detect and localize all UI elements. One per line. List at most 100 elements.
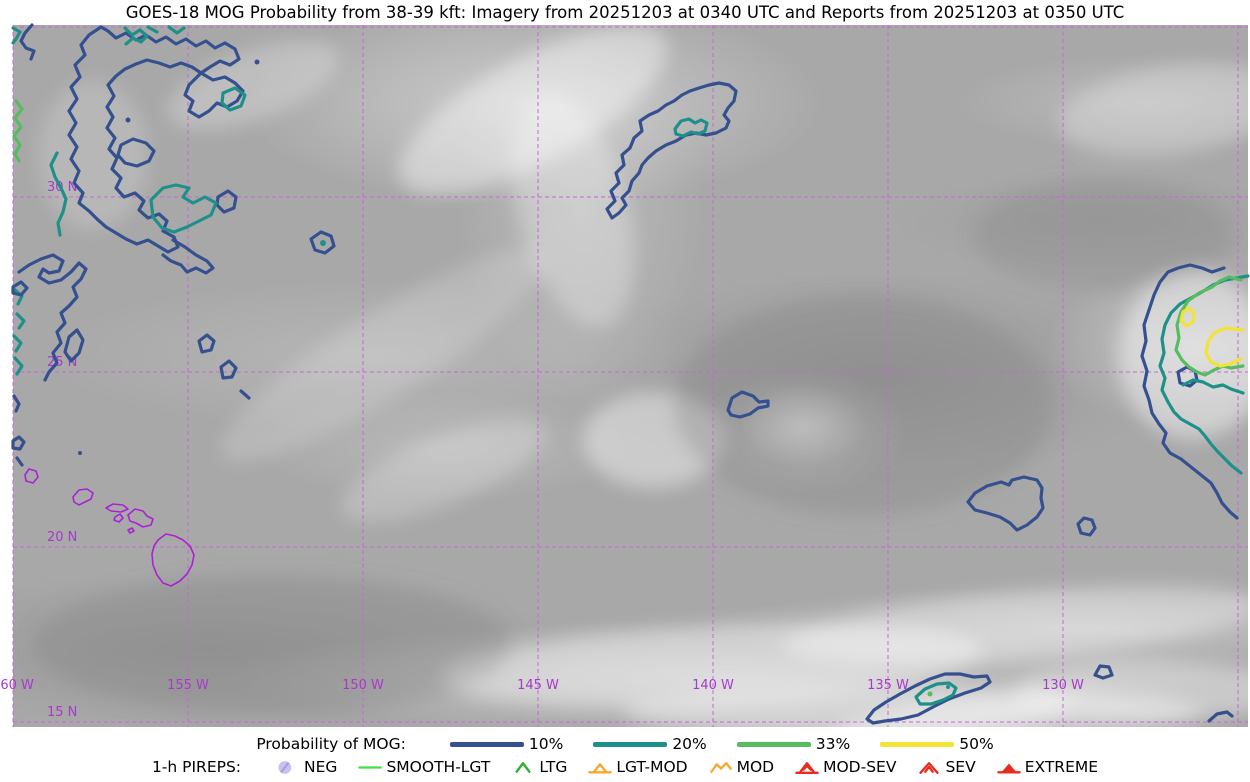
contour-20pct-tl-teal-x1 (123, 26, 149, 46)
contour-20pct-tl-teal-ring (149, 183, 218, 234)
island-kauai (24, 468, 39, 484)
contour-10pct-tl-inner-ring (116, 137, 156, 168)
contour-20pct-edge-teal-d1 (13, 288, 24, 306)
pireps-label: EXTREME (1024, 758, 1099, 776)
pireps-label: SMOOTH-LGT (386, 758, 491, 776)
contour-dot-10pct (254, 59, 260, 65)
contour-10pct-top-mid-blue (605, 81, 738, 220)
probability-contours (11, 23, 1250, 725)
contour-10pct-chain-1 (197, 333, 216, 354)
contour-10pct-tl-small-ring (215, 189, 238, 214)
wavy-caret-icon (709, 761, 732, 773)
longitude-label: 150 W (342, 678, 384, 693)
contour-10pct-tl-cluster-outer (67, 25, 241, 254)
pireps-legend-label: 1-h PIREPS: (151, 758, 242, 776)
pireps-label: NEG (304, 758, 338, 776)
legend-line-swatch (736, 741, 811, 747)
latitude-label: 15 N (47, 705, 77, 720)
pireps-legend: 1-h PIREPS: NEG SMOOTH-LGT LTG LGT-MOD MOD MO… (0, 756, 1250, 778)
contour-10pct-ml-edge-piece (11, 280, 29, 297)
contour-10pct-mid-blue-ring (309, 230, 336, 255)
contour-20pct-top-mid-teal (673, 117, 709, 138)
contour-10pct-ml-dash2 (15, 456, 24, 467)
contour-20pct-edge-teal-d3 (12, 334, 23, 353)
pireps-label: MOD (736, 758, 775, 776)
contour-33pct-edge-green-zigzag (12, 99, 24, 163)
contour-10pct-lr-blob (1076, 516, 1097, 537)
contour-10pct-bottom-tri (1093, 664, 1114, 680)
longitude-label: 155 W (167, 678, 209, 693)
probability-legend: Probability of MOG: 10% 20% 33% 50% (0, 733, 1250, 755)
latitude-label: 20 N (47, 530, 77, 545)
island-maui (127, 508, 154, 528)
pireps-item-LTG: LTG (510, 758, 567, 776)
longitude-label: 130 W (1042, 678, 1084, 693)
pireps-label: SEV (945, 758, 976, 776)
contour-50pct-storm-yellow-big (1204, 326, 1245, 368)
contour-20pct-edge-teal-d2 (15, 312, 26, 330)
contour-10pct-tl-right-lobe (183, 71, 245, 119)
longitude-label: 135 W (867, 678, 909, 693)
contour-10pct-tl-curl (19, 23, 36, 61)
triangle-line-icon (588, 762, 613, 773)
legend-level-label: 20% (672, 735, 707, 753)
contour-10pct-chain-3 (239, 389, 251, 400)
contour-33pct-storm-green-top (1210, 275, 1243, 289)
island-kahoolawe (127, 527, 135, 534)
contour-10pct-storm-blue (1140, 263, 1239, 520)
contour-dot-10pct (125, 117, 131, 123)
contour-20pct-edge-teal-curve (49, 151, 68, 237)
contour-10pct-mid-duck (726, 390, 770, 419)
contour-20pct-edge-teal-d4 (13, 356, 24, 376)
contour-10pct-chain-2 (219, 359, 238, 380)
pireps-item-MOD-SEV: MOD-SEV (794, 758, 896, 776)
contour-10pct-ml-blue-snake (17, 253, 88, 382)
pireps-label: LGT-MOD (616, 758, 688, 776)
cloud-wisps (33, 25, 1250, 746)
legend-level-label: 50% (959, 735, 994, 753)
longitude-label: 140 W (692, 678, 734, 693)
contour-dot-20pct (320, 240, 326, 246)
legend-level-label: 33% (815, 735, 851, 753)
contour-10pct-bottom-elong (865, 672, 992, 725)
contour-10pct-ml-dash (12, 394, 21, 413)
triangle-caret-line-icon (795, 761, 819, 774)
caret-icon (515, 761, 531, 773)
double-caret-icon (919, 761, 940, 774)
island-lanai (113, 513, 124, 523)
legend-item-10%: 10% (449, 735, 564, 753)
contour-20pct-tl-teal-small (220, 86, 247, 112)
contour-10pct-ml-blue-ring (63, 328, 85, 363)
legend-line-swatch (880, 741, 955, 747)
island-big-island (151, 533, 195, 587)
pireps-label: LTG (539, 758, 568, 776)
pireps-item-SMOOTH-LGT: SMOOTH-LGT (357, 758, 490, 776)
circle-slash-icon (278, 760, 292, 774)
pireps-item-MOD: MOD (708, 758, 775, 776)
contour-10pct-bottom-arc (1207, 710, 1234, 723)
legend-level-label: 10% (528, 735, 564, 753)
contour-10pct-lr-flag (966, 475, 1045, 532)
island-molokai (105, 503, 129, 513)
legend-line-swatch (593, 741, 668, 747)
filled-triangle-icon (996, 762, 1021, 773)
line-icon (358, 765, 383, 769)
contour-dot-33pct (927, 691, 933, 697)
pireps-item-LGT-MOD: LGT-MOD (587, 758, 688, 776)
contour-dot-10pct (78, 451, 82, 455)
island-oahu (72, 488, 94, 506)
pireps-item-SEV: SEV (916, 758, 976, 776)
legend-item-33%: 33% (736, 735, 851, 753)
probability-legend-label: Probability of MOG: (256, 735, 406, 753)
contour-20pct-edge-teal-s (11, 26, 22, 45)
pireps-item-NEG: NEG (275, 758, 337, 776)
contour-10pct-ml-blob (11, 435, 26, 451)
pireps-label: MOD-SEV (823, 758, 897, 776)
page-title: GOES-18 MOG Probability from 38-39 kft: … (125, 3, 1125, 22)
contour-20pct-tl-teal-arc (167, 25, 186, 35)
hawaii-coastlines (24, 468, 195, 587)
contour-dot-20pct (946, 685, 950, 689)
contour-10pct-tl-tail (161, 238, 215, 275)
